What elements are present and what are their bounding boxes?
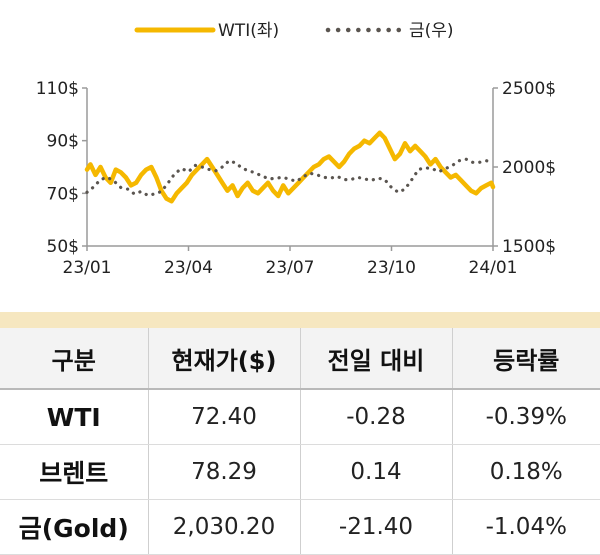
x-tick-label: 24/01 bbox=[469, 258, 518, 278]
left-tick-label: 90$ bbox=[47, 132, 79, 152]
row-change: -0.28 bbox=[300, 389, 453, 445]
table-row-wti: WTI 72.40 -0.28 -0.39% bbox=[0, 389, 600, 445]
header-change: 전일 대비 bbox=[300, 328, 453, 390]
x-tick-label: 23/10 bbox=[367, 258, 416, 278]
left-tick-label: 50$ bbox=[47, 237, 79, 257]
line-chart: 110$ 90$ 70$ 50$ 2500$ 2000$ 1500$ 23/01 23/04 23… bbox=[36, 21, 556, 278]
row-price: 72.40 bbox=[148, 389, 301, 445]
x-tick-label: 23/07 bbox=[266, 258, 315, 278]
row-name: 금(Gold) bbox=[0, 499, 149, 555]
right-tick-label: 2000$ bbox=[502, 158, 556, 178]
right-tick-label: 1500$ bbox=[502, 237, 556, 257]
legend-label-gold: 금(우) bbox=[409, 21, 454, 41]
table-top-bar bbox=[0, 312, 600, 328]
x-tick-label: 23/01 bbox=[63, 258, 112, 278]
legend-label-wti: WTI(좌) bbox=[218, 21, 279, 41]
header-category: 구분 bbox=[0, 328, 149, 390]
row-change: 0.14 bbox=[300, 444, 453, 500]
row-rate: -1.04% bbox=[452, 499, 600, 555]
row-price: 78.29 bbox=[148, 444, 301, 500]
x-tick-label: 23/04 bbox=[164, 258, 213, 278]
row-name: 브렌트 bbox=[0, 444, 149, 500]
header-price: 현재가($) bbox=[148, 328, 301, 390]
price-table: 구분 현재가($) 전일 대비 등락률 WTI 72.40 -0.28 -0.3… bbox=[0, 328, 600, 555]
row-name: WTI bbox=[0, 389, 149, 445]
table-row-gold: 금(Gold) 2,030.20 -21.40 -1.04% bbox=[0, 499, 600, 555]
right-tick-label: 2500$ bbox=[502, 79, 556, 99]
row-change: -21.40 bbox=[300, 499, 453, 555]
chart-area: 110$ 90$ 70$ 50$ 2500$ 2000$ 1500$ 23/01 23/04 23… bbox=[36, 21, 556, 278]
header-rate: 등락률 bbox=[452, 328, 600, 390]
row-price: 2,030.20 bbox=[148, 499, 301, 555]
left-tick-label: 70$ bbox=[47, 184, 79, 204]
table-header-row: 구분 현재가($) 전일 대비 등락률 bbox=[0, 328, 600, 390]
row-rate: 0.18% bbox=[452, 444, 600, 500]
series-line-wti bbox=[84, 130, 496, 204]
left-tick-label: 110$ bbox=[36, 79, 79, 99]
price-table-section: 구분 현재가($) 전일 대비 등락률 WTI 72.40 -0.28 -0.3… bbox=[0, 312, 600, 555]
row-rate: -0.39% bbox=[452, 389, 600, 445]
table-row-brent: 브렌트 78.29 0.14 0.18% bbox=[0, 444, 600, 500]
